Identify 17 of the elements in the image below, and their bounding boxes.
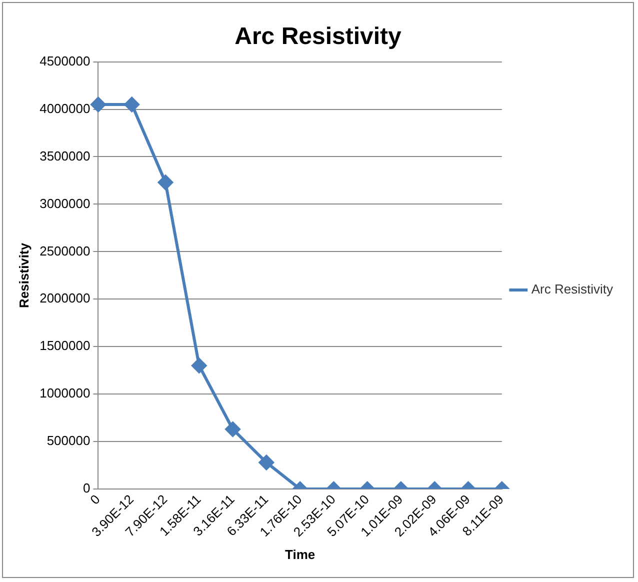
y-tick-label: 4500000 — [40, 53, 90, 68]
y-tick-label: 3500000 — [40, 148, 90, 164]
x-axis-title: Time — [284, 546, 316, 562]
y-tick-label: 3000000 — [40, 196, 90, 211]
y-tick-label: 1000000 — [40, 386, 90, 401]
point — [158, 174, 173, 190]
y-tick-label: 2000000 — [40, 290, 90, 306]
y-axis-title: Resistivity — [16, 242, 32, 308]
y-tick-label: 4000000 — [40, 100, 90, 116]
y-tick-label: 0 — [82, 480, 90, 496]
legend-label: Arc Resistivity — [531, 282, 614, 297]
y-tick-label: 500000 — [46, 433, 90, 448]
y-tick-label: 1500000 — [40, 338, 90, 354]
point — [90, 97, 106, 112]
point — [124, 97, 140, 112]
y-tick-label: 2500000 — [40, 243, 90, 258]
chart-title: Arc Resistivity — [234, 23, 402, 50]
